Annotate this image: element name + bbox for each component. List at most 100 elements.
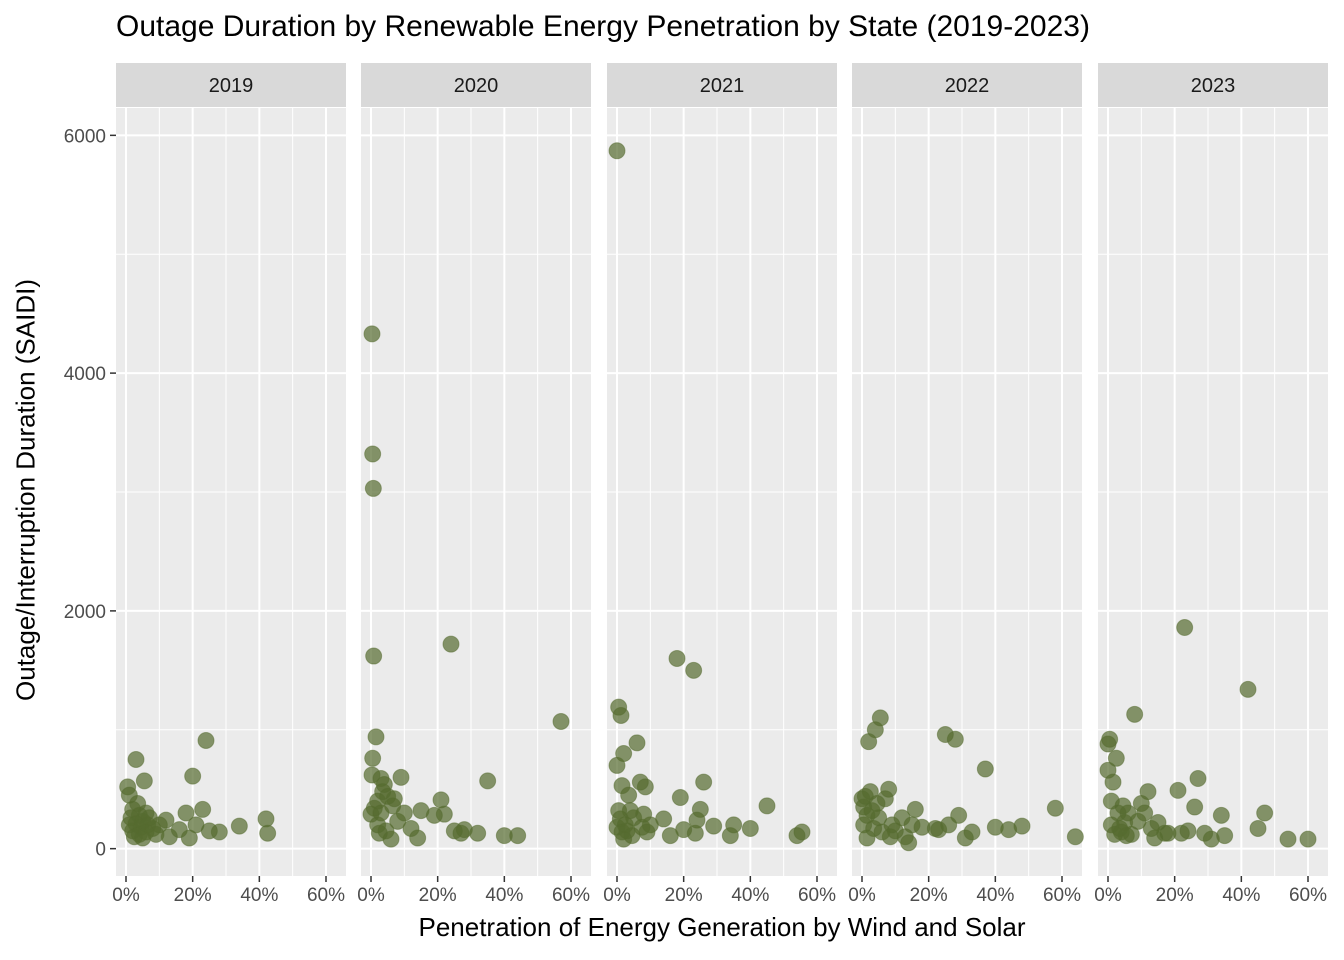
x-tick-label: 60%	[552, 885, 590, 906]
data-point	[668, 649, 686, 667]
data-point	[210, 823, 228, 841]
y-tick-label: 0	[95, 840, 106, 861]
data-point	[230, 817, 248, 835]
data-point	[1279, 830, 1297, 848]
data-point	[392, 768, 410, 786]
data-point	[364, 479, 382, 497]
data-point	[177, 804, 195, 822]
data-point	[1066, 828, 1084, 846]
x-tick-label: 60%	[1289, 885, 1327, 906]
data-point	[758, 797, 776, 815]
x-tick-label: 40%	[976, 885, 1014, 906]
data-point	[1186, 798, 1204, 816]
facet-strip	[361, 63, 591, 107]
data-point	[691, 800, 709, 818]
data-point	[906, 800, 924, 818]
data-point	[435, 805, 453, 823]
y-tick-label: 4000	[64, 364, 106, 385]
data-point	[135, 772, 153, 790]
data-point	[194, 800, 212, 818]
data-point	[1179, 822, 1197, 840]
x-axis-label: Penetration of Energy Generation by Wind…	[418, 912, 1026, 942]
facet-strip-label: 2021	[700, 75, 745, 97]
x-tick-label: 0%	[112, 885, 140, 906]
facet-strip-label: 2019	[209, 75, 254, 97]
facet-strip-label: 2023	[1191, 75, 1236, 97]
data-point	[1101, 730, 1119, 748]
data-point	[184, 767, 202, 785]
data-point	[1216, 827, 1234, 845]
data-point	[655, 810, 673, 828]
data-point	[871, 709, 889, 727]
data-point	[880, 780, 898, 798]
data-point	[628, 734, 646, 752]
data-point	[946, 730, 964, 748]
data-point	[367, 728, 385, 746]
data-point	[479, 772, 497, 790]
data-point	[395, 804, 413, 822]
data-point	[1176, 619, 1194, 637]
data-point	[259, 824, 277, 842]
y-tick-label: 2000	[64, 602, 106, 623]
data-point	[469, 824, 487, 842]
data-point	[671, 789, 689, 807]
chart-title: Outage Duration by Renewable Energy Pene…	[116, 10, 1090, 43]
x-tick-label: 0%	[357, 885, 385, 906]
data-point	[1256, 804, 1274, 822]
data-point	[365, 647, 383, 665]
data-point	[636, 778, 654, 796]
data-point	[197, 731, 215, 749]
x-tick-label: 0%	[1094, 885, 1122, 906]
x-tick-label: 20%	[665, 885, 703, 906]
data-point	[509, 827, 527, 845]
data-point	[1013, 817, 1031, 835]
x-tick-label: 40%	[240, 885, 278, 906]
data-point	[615, 745, 633, 763]
x-tick-label: 0%	[603, 885, 631, 906]
data-point	[1189, 770, 1207, 788]
x-tick-label: 0%	[848, 885, 876, 906]
data-point	[1299, 830, 1317, 848]
data-point	[1249, 819, 1267, 837]
data-point	[976, 760, 994, 778]
data-point	[1136, 804, 1154, 822]
data-point	[950, 806, 968, 824]
data-point	[741, 819, 759, 837]
data-point	[620, 786, 638, 804]
data-point	[385, 790, 403, 808]
facet-strip	[116, 63, 346, 107]
data-point	[1212, 806, 1230, 824]
x-tick-label: 40%	[1222, 885, 1260, 906]
data-point	[608, 142, 626, 160]
facet-strip-label: 2022	[945, 75, 990, 97]
y-tick-label: 6000	[64, 126, 106, 147]
data-point	[793, 823, 811, 841]
data-point	[1139, 783, 1157, 801]
data-point	[725, 816, 743, 834]
x-tick-label: 60%	[798, 885, 836, 906]
x-tick-label: 60%	[307, 885, 345, 906]
data-point	[1104, 773, 1122, 791]
x-tick-label: 40%	[485, 885, 523, 906]
data-point	[963, 823, 981, 841]
x-tick-label: 60%	[1043, 885, 1081, 906]
data-point	[900, 834, 918, 852]
facet-strip	[607, 63, 837, 107]
x-tick-label: 20%	[1156, 885, 1194, 906]
data-point	[409, 829, 427, 847]
data-point	[1239, 680, 1257, 698]
data-point	[363, 325, 381, 343]
data-point	[364, 445, 382, 463]
facet-strip	[852, 63, 1082, 107]
x-tick-label: 20%	[419, 885, 457, 906]
data-point	[705, 817, 723, 835]
data-point	[257, 810, 275, 828]
data-point	[432, 791, 450, 809]
data-point	[612, 707, 630, 725]
data-point	[1169, 781, 1187, 799]
data-point	[685, 661, 703, 679]
data-point	[442, 635, 460, 653]
data-point	[1107, 749, 1125, 767]
x-tick-label: 20%	[174, 885, 212, 906]
